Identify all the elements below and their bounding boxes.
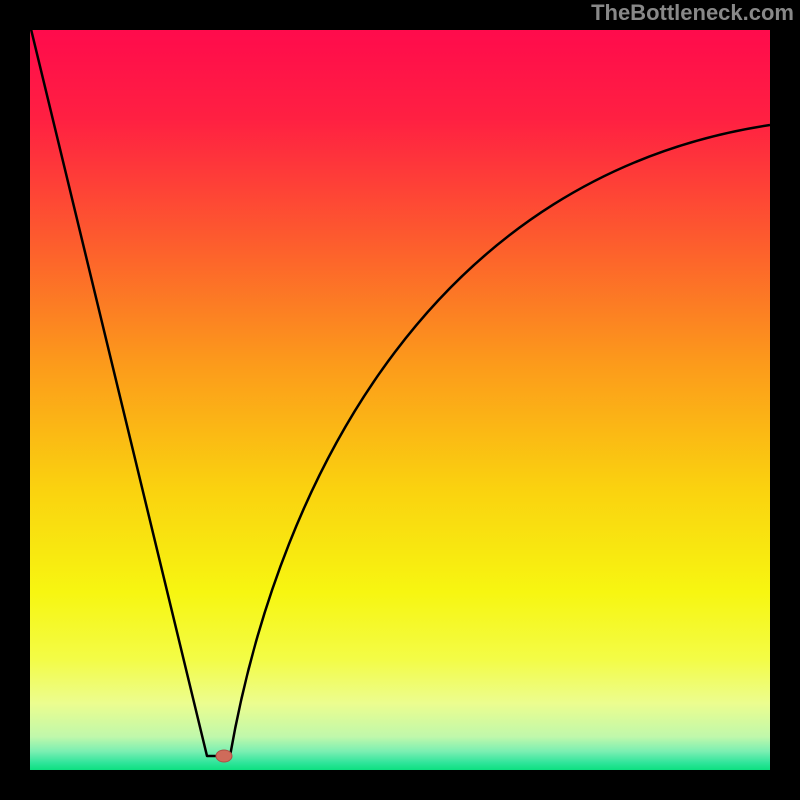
chart-svg: [0, 0, 800, 800]
gradient-background: [30, 30, 770, 770]
marker-dot: [216, 750, 232, 762]
watermark-label: TheBottleneck.com: [591, 0, 794, 26]
chart-container: TheBottleneck.com: [0, 0, 800, 800]
